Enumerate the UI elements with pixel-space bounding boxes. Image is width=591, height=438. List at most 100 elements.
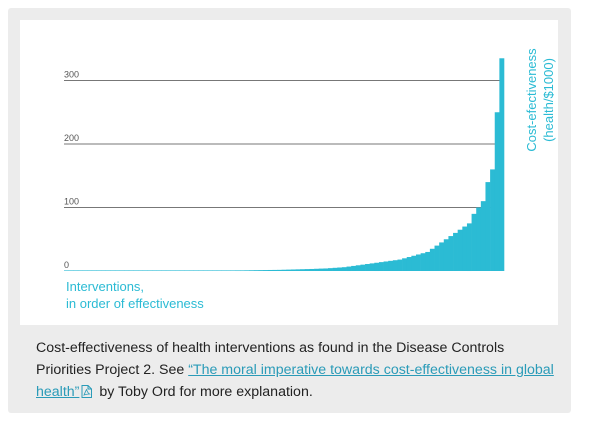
- bar-11: [114, 270, 120, 271]
- bar-36: [230, 270, 236, 271]
- bar-4: [82, 270, 88, 271]
- bar-20: [156, 270, 162, 271]
- bar-92: [490, 169, 496, 271]
- bar-43: [263, 270, 269, 271]
- bar-47: [281, 269, 287, 271]
- bar-56: [323, 268, 329, 271]
- bar-2: [73, 270, 79, 271]
- bar-53: [309, 268, 315, 271]
- bar-44: [267, 269, 273, 271]
- bar-80: [434, 245, 440, 271]
- bar-10: [110, 270, 116, 271]
- bar-74: [406, 257, 412, 271]
- bar-48: [286, 269, 292, 271]
- bar-65: [365, 264, 370, 271]
- bar-50: [295, 269, 301, 271]
- bar-18: [147, 270, 153, 271]
- moral-imperative-link[interactable]: “The moral imperative towards cost-effec…: [36, 362, 554, 400]
- x-axis-label-line-1: Interventions,: [66, 279, 145, 294]
- bar-17: [142, 270, 148, 271]
- bar-79: [429, 248, 435, 271]
- bar-61: [346, 266, 352, 272]
- bar-25: [179, 270, 185, 271]
- bar-26: [184, 270, 190, 271]
- bar-46: [277, 269, 282, 271]
- y-axis-label-line-2: (health/$1000): [541, 58, 556, 142]
- bar-82: [443, 239, 449, 271]
- figure-card: 0 100 200 300 Interventions, in order of ef…: [8, 8, 571, 413]
- figure-caption: Cost-effectiveness of health interventio…: [36, 337, 556, 405]
- caption-text-before: Cost-effectiveness of health interventio…: [36, 340, 505, 378]
- bar-45: [272, 269, 278, 271]
- bar-39: [244, 270, 250, 271]
- bar-32: [212, 270, 218, 271]
- bar-70: [388, 260, 394, 271]
- bar-31: [207, 270, 213, 271]
- pdf-file-icon[interactable]: [81, 383, 93, 405]
- chart-panel: 0 100 200 300 Interventions, in order of ef…: [20, 20, 558, 325]
- y-tick-label-0: 0: [64, 260, 69, 270]
- bar-64: [360, 264, 366, 271]
- bar-41: [253, 270, 259, 271]
- bar-19: [152, 270, 157, 271]
- bar-30: [202, 270, 208, 271]
- bar-15: [133, 270, 139, 271]
- bar-62: [351, 265, 357, 271]
- bar-42: [258, 270, 264, 271]
- bar-0: [64, 270, 69, 271]
- bar-6: [91, 270, 97, 271]
- bar-7: [96, 270, 102, 271]
- bar-88: [471, 213, 477, 271]
- bar-12: [119, 270, 125, 271]
- bar-3: [77, 270, 83, 271]
- x-axis-label-line-2: in order of effectiveness: [66, 296, 204, 311]
- bar-34: [221, 270, 227, 271]
- y-tick-label-100: 100: [64, 197, 79, 207]
- cost-effectiveness-chart: 0 100 200 300: [64, 58, 505, 272]
- bar-57: [328, 268, 333, 271]
- bar-60: [341, 267, 347, 271]
- bar-38: [240, 270, 245, 272]
- bar-90: [480, 201, 486, 271]
- bar-52: [304, 269, 310, 271]
- bar-37: [235, 270, 241, 272]
- y-tick-label-200: 200: [64, 133, 79, 143]
- bar-67: [374, 262, 380, 272]
- bar-1: [68, 270, 74, 271]
- bar-93: [494, 112, 500, 271]
- bar-89: [476, 207, 482, 271]
- bar-66: [369, 263, 375, 271]
- bar-87: [466, 223, 472, 272]
- bar-85: [457, 229, 463, 271]
- bar-23: [170, 270, 176, 271]
- bar-24: [175, 270, 181, 271]
- y-axis-label-line-1: Cost-efectiveness: [524, 48, 539, 152]
- bar-54: [314, 268, 320, 271]
- bar-81: [439, 242, 445, 271]
- bar-84: [453, 232, 458, 271]
- bar-14: [128, 270, 134, 271]
- bar-8: [101, 270, 106, 271]
- bar-5: [87, 270, 93, 271]
- bar-71: [392, 260, 398, 271]
- bar-40: [249, 270, 255, 271]
- bar-49: [290, 269, 296, 271]
- bar-75: [411, 255, 417, 271]
- bar-9: [105, 270, 111, 271]
- bar-16: [138, 270, 144, 271]
- bar-83: [448, 236, 454, 271]
- bar-33: [216, 270, 222, 271]
- bar-72: [397, 259, 403, 271]
- bar-58: [332, 267, 338, 271]
- bar-29: [198, 270, 204, 271]
- bar-13: [124, 270, 130, 271]
- y-axis-label: Cost-efectiveness (health/$1000): [523, 30, 563, 170]
- bar-51: [300, 269, 306, 271]
- bar-55: [318, 268, 324, 271]
- bar-77: [420, 253, 426, 271]
- bar-27: [189, 270, 194, 271]
- bar-94: [499, 58, 505, 271]
- bar-35: [226, 270, 232, 271]
- bar-28: [193, 270, 199, 271]
- bar-91: [485, 182, 491, 271]
